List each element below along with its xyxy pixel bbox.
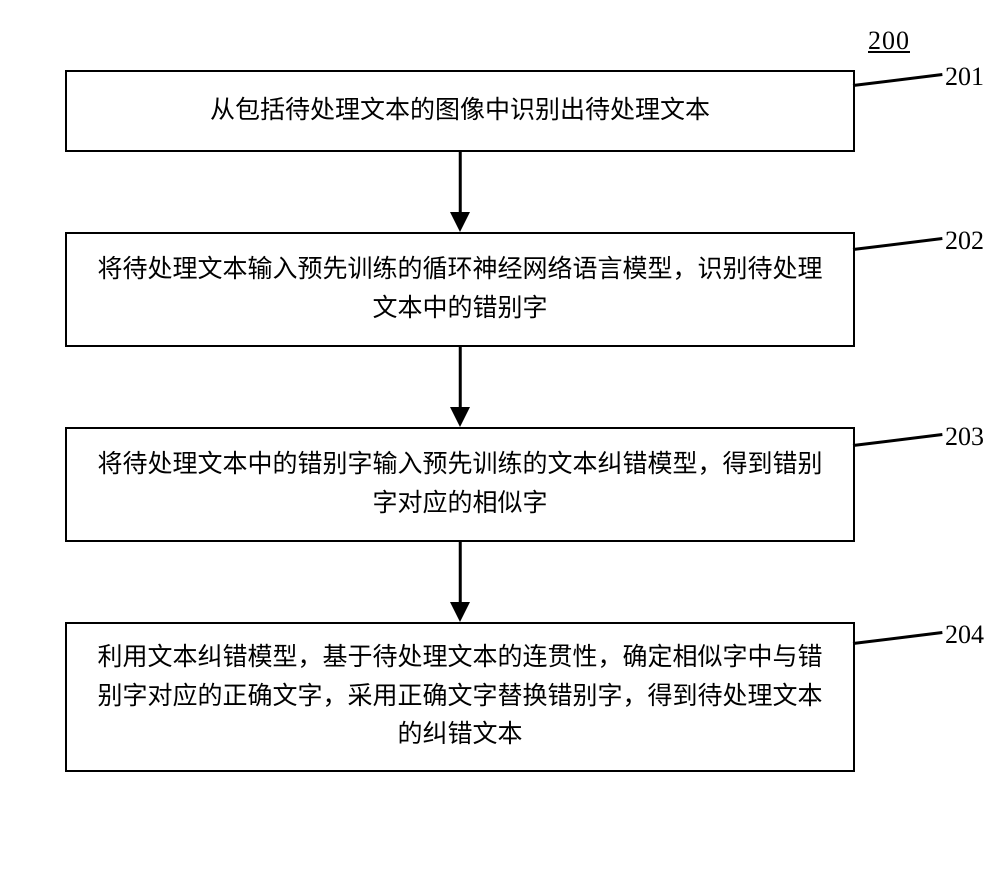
arrow-head-icon (450, 212, 470, 232)
callout-number: 201 (945, 62, 984, 92)
arrow-shaft (459, 542, 462, 604)
arrow-head-icon (450, 407, 470, 427)
flow-node-text: 将待处理文本中的错别字输入预先训练的文本纠错模型，得到错别字对应的相似字 (95, 446, 825, 524)
arrow-shaft (459, 152, 462, 214)
flow-node-204: 利用文本纠错模型，基于待处理文本的连贯性，确定相似字中与错别字对应的正确文字，采… (65, 622, 855, 772)
flow-node-text: 将待处理文本输入预先训练的循环神经网络语言模型，识别待处理文本中的错别字 (95, 251, 825, 329)
flow-arrow (65, 152, 855, 232)
callout-number: 202 (945, 226, 984, 256)
flow-node-203: 将待处理文本中的错别字输入预先训练的文本纠错模型，得到错别字对应的相似字 (65, 427, 855, 542)
callout-line (853, 433, 943, 446)
flow-node-text: 利用文本纠错模型，基于待处理文本的连贯性，确定相似字中与错别字对应的正确文字，采… (95, 639, 825, 755)
flow-node-202: 将待处理文本输入预先训练的循环神经网络语言模型，识别待处理文本中的错别字 (65, 232, 855, 347)
arrow-head-icon (450, 602, 470, 622)
arrow-shaft (459, 347, 462, 409)
callout-number: 204 (945, 620, 984, 650)
flow-node-201: 从包括待处理文本的图像中识别出待处理文本 (65, 70, 855, 152)
callout-number: 203 (945, 422, 984, 452)
flow-arrow (65, 347, 855, 427)
figure-label: 200 (868, 26, 910, 56)
flow-node-text: 从包括待处理文本的图像中识别出待处理文本 (210, 92, 710, 131)
callout-line (853, 237, 943, 250)
callout-line (853, 73, 943, 86)
flow-arrow (65, 542, 855, 622)
callout-line (853, 631, 943, 644)
flowchart: 从包括待处理文本的图像中识别出待处理文本 201 将待处理文本输入预先训练的循环… (60, 70, 900, 772)
